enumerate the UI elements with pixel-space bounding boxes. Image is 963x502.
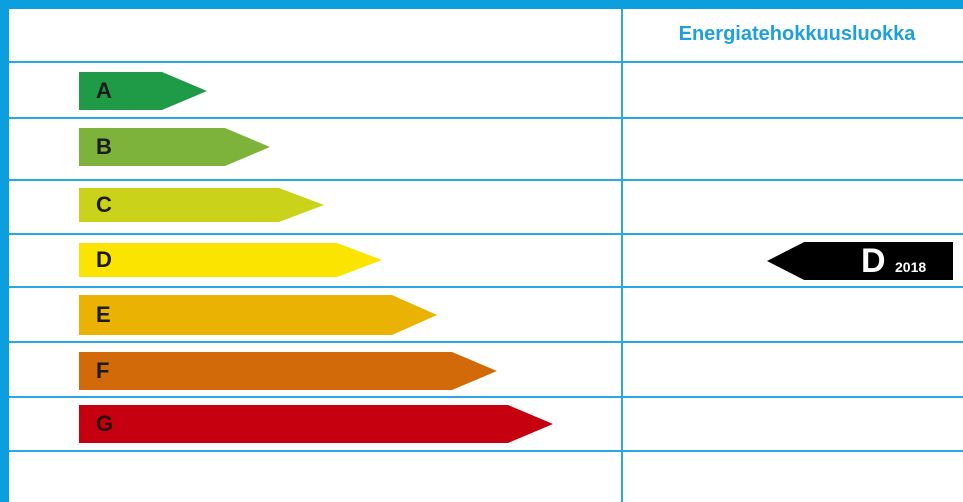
class-letter: C — [96, 192, 112, 217]
class-arrow-d: D — [79, 243, 382, 277]
class-arrow-a: A — [79, 72, 207, 110]
grid-line — [9, 117, 963, 119]
grid-line — [9, 233, 963, 235]
class-letter: A — [96, 78, 112, 103]
grid-line — [9, 396, 963, 398]
class-arrow-b: B — [79, 128, 270, 166]
column-divider — [621, 9, 623, 502]
current-class-indicator: D 2018 — [767, 242, 953, 280]
grid-line — [9, 450, 963, 452]
energy-class-header: Energiatehokkuusluokka — [678, 23, 916, 45]
grid-line — [9, 61, 963, 63]
grid-line — [9, 179, 963, 181]
class-arrow-e: E — [79, 295, 437, 335]
current-class-letter: D — [861, 242, 886, 280]
class-letter: F — [96, 358, 110, 383]
certificate-year: 2018 — [895, 259, 927, 275]
class-letter: G — [96, 411, 114, 436]
grid-line — [9, 341, 963, 343]
grid-line — [9, 286, 963, 288]
class-letter: E — [96, 302, 111, 327]
class-letter: D — [96, 247, 112, 272]
class-letter: B — [96, 134, 112, 159]
class-arrow-f: F — [79, 352, 497, 390]
class-arrow-g: G — [79, 405, 553, 443]
class-arrow-c: C — [79, 188, 324, 222]
